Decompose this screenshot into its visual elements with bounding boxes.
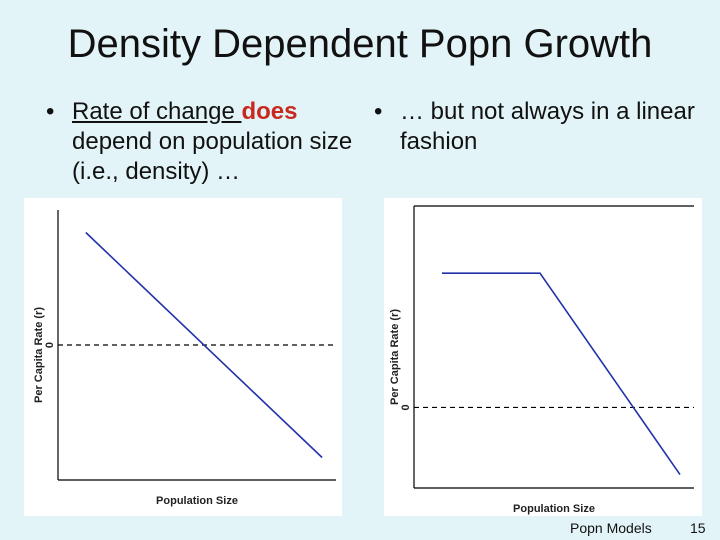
bullet-marker: • xyxy=(46,98,55,125)
y-axis-label: Per Capita Rate (r) xyxy=(389,309,401,405)
slide-title: Density Dependent Popn Growth xyxy=(67,22,653,66)
y-zero-tick-label: 0 xyxy=(400,404,412,410)
series-line xyxy=(442,272,681,476)
series-line xyxy=(85,231,323,459)
bullet-right: • … but not always in a linear fashion xyxy=(374,97,700,157)
bullet-left: • Rate of change does depend on populati… xyxy=(46,97,362,187)
x-axis-label: Population Size xyxy=(156,495,238,507)
bullet-left-emphasis: does xyxy=(241,98,298,125)
slide-number: 15 xyxy=(690,520,706,536)
bullet-right-text: … but not always in a linear fashion xyxy=(400,98,695,155)
y-zero-tick-label: 0 xyxy=(44,342,56,348)
chart-linear: 0 Per Capita Rate (r) Population Size xyxy=(24,198,342,516)
bullet-marker: • xyxy=(374,98,383,125)
bullet-left-part2: depend on population size (i.e., density… xyxy=(72,128,353,185)
x-axis-label: Population Size xyxy=(513,503,595,515)
bullet-left-part1: Rate of change xyxy=(72,98,242,125)
y-axis-label: Per Capita Rate (r) xyxy=(33,307,45,403)
chart-nonlinear: 0 Per Capita Rate (r) Population Size xyxy=(384,198,702,516)
footer-label: Popn Models xyxy=(570,520,652,536)
